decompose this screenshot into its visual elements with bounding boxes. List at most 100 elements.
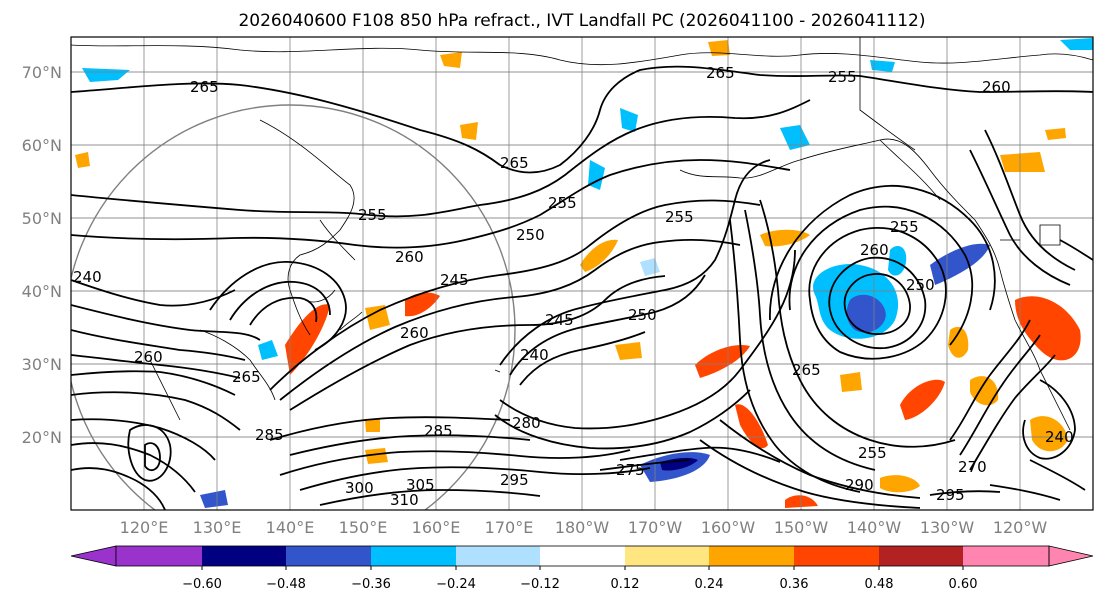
colorbar-segment	[456, 546, 540, 566]
contours	[71, 65, 1093, 510]
anomaly-positive	[708, 40, 730, 56]
colorbar-tick-label: 0.60	[949, 577, 978, 592]
contour-label: 260	[395, 248, 424, 266]
latitude-labels: 70°N 60°N 50°N 40°N 30°N 20°N	[22, 63, 62, 447]
lon-label: 170°E	[485, 518, 534, 537]
contour-label: 295	[500, 471, 529, 489]
anomaly-positive	[365, 305, 390, 330]
anomaly-positive	[580, 239, 618, 272]
anomaly-negative	[1060, 38, 1093, 50]
colorbar-ticks	[201, 566, 964, 570]
colorbar-extend-high	[1048, 545, 1094, 567]
colorbar: −0.60 −0.48 −0.36 −0.24 −0.12 0.12 0.24 …	[70, 545, 1094, 592]
lon-label: 140°E	[266, 518, 315, 537]
contour-label: 250	[906, 276, 935, 294]
contour-label: 260	[400, 324, 429, 342]
colorbar-tick-label: 0.48	[865, 577, 894, 592]
lat-label: 60°N	[22, 136, 62, 155]
contour-label: 245	[440, 271, 469, 289]
contour-label: 265	[706, 64, 735, 82]
lon-label: 120°W	[993, 518, 1048, 537]
contour-label: 250	[628, 306, 657, 324]
contour-label: 240	[520, 346, 549, 364]
contour-label: 245	[545, 311, 574, 329]
lon-label: 160°E	[412, 518, 461, 537]
anomaly-positive	[900, 379, 945, 420]
anomaly-positive	[285, 304, 330, 375]
lon-label: 150°W	[774, 518, 829, 537]
colorbar-tick-label: 0.36	[780, 577, 809, 592]
anomaly-positive	[405, 292, 440, 317]
anomaly-positive	[75, 152, 90, 168]
anomaly-positive	[460, 122, 478, 140]
anomaly-negative	[930, 243, 990, 285]
colorbar-tick-label: −0.36	[351, 577, 391, 592]
anomaly-negative	[200, 490, 228, 508]
contour-label: 265	[500, 154, 529, 172]
anomaly-positive	[948, 326, 969, 358]
contour-label: 255	[548, 194, 577, 212]
colorbar-segment	[540, 546, 625, 566]
contour-label: 255	[665, 208, 694, 226]
contour-label: 265	[792, 361, 821, 379]
anomaly-positive	[615, 342, 642, 360]
anomaly-negative	[258, 340, 278, 360]
anomaly-negative	[82, 68, 130, 82]
contour-label: 270	[958, 458, 987, 476]
contour-label: 260	[134, 348, 163, 366]
longitude-labels: 120°E 130°E 140°E 150°E 160°E 170°E 180°…	[120, 518, 1048, 537]
contour-label: 255	[358, 206, 387, 224]
colorbar-segment	[709, 546, 794, 566]
contour-label: 275	[616, 461, 645, 479]
colorbar-tick-label: 0.12	[611, 577, 640, 592]
contour-label: 240	[1045, 428, 1074, 446]
colorbar-outline	[115, 545, 1050, 567]
lon-label: 130°E	[193, 518, 242, 537]
contour-label: 265	[190, 78, 219, 96]
anomaly-positive	[1030, 416, 1068, 452]
anomaly-positive	[1015, 296, 1081, 361]
map-title: 2026040600 F108 850 hPa refract., IVT La…	[238, 11, 925, 31]
anomaly-positive	[1045, 128, 1066, 140]
lat-label: 30°N	[22, 355, 62, 374]
anomaly-negative	[780, 125, 810, 150]
anomaly-negative	[888, 246, 907, 276]
lon-label: 130°W	[920, 518, 975, 537]
colorbar-tick-label: −0.24	[436, 577, 476, 592]
contour-label: 260	[860, 241, 889, 259]
anomaly-negative	[620, 108, 638, 132]
contour-label: 295	[936, 486, 965, 504]
colorbar-tick-label: −0.60	[182, 577, 222, 592]
anomaly-positive	[365, 448, 388, 464]
colorbar-segment	[963, 546, 1049, 566]
contour-label: 255	[858, 444, 887, 462]
colorbar-extend-low	[70, 545, 117, 567]
anomaly-positive	[840, 372, 862, 392]
colorbar-tick-label: 0.24	[695, 577, 724, 592]
range-circle	[71, 104, 516, 510]
lon-label: 180°W	[555, 518, 610, 537]
lon-label: 170°W	[628, 518, 683, 537]
contour-label: 265	[232, 368, 261, 386]
colorbar-segment	[202, 546, 286, 566]
anomaly-positive	[440, 52, 462, 68]
colorbar-tick-label: −0.12	[520, 577, 560, 592]
anomaly-negative	[846, 294, 886, 333]
contour-label: 260	[982, 78, 1011, 96]
lat-label: 50°N	[22, 209, 62, 228]
coastlines	[71, 37, 1093, 431]
contour-label: 255	[890, 218, 919, 236]
contour-label: 310	[390, 491, 419, 509]
contour-label: 255	[828, 68, 857, 86]
anomaly-positive	[695, 344, 750, 378]
colorbar-segment	[116, 546, 202, 566]
anomaly-positive	[760, 229, 810, 247]
colorbar-segment	[625, 546, 709, 566]
map-panel: 265 255 265 260 265 255 250 255 255 260 …	[70, 36, 1094, 511]
contour-labels: 265 255 265 260 265 255 250 255 255 260 …	[73, 64, 1074, 509]
colorbar-segment	[286, 546, 371, 566]
lat-label: 70°N	[22, 63, 62, 82]
colorbar-segment	[879, 546, 963, 566]
lon-label: 140°W	[847, 518, 902, 537]
